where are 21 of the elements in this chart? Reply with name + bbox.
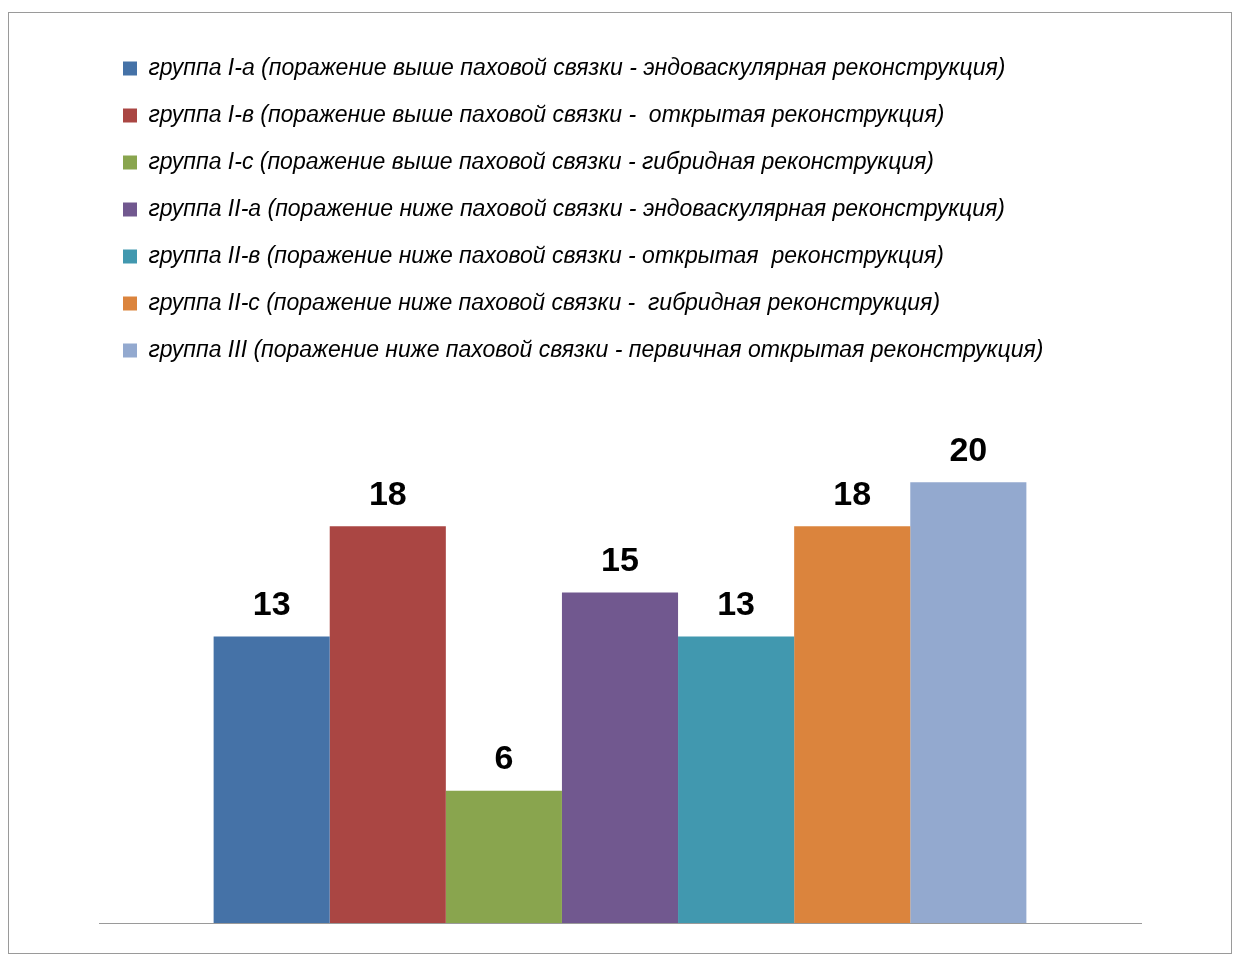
bar (794, 526, 911, 923)
data-label: 13 (252, 583, 291, 622)
data-label: 18 (833, 473, 872, 512)
data-label: 18 (368, 473, 407, 512)
data-label: 20 (949, 429, 988, 468)
data-label: 15 (601, 539, 639, 578)
legend-label: группа I-в (поражение выше паховой связки - открытая реконструкция) (148, 100, 945, 127)
legend-label: группа II-в (поражение ниже паховой связки - открытая реконструкция) (148, 241, 944, 268)
legend-label: группа III (поражение ниже паховой связки - первичная открытая реконструкция) (148, 335, 1044, 362)
bar (910, 482, 1027, 923)
legend-label: группа II-а (поражение ниже паховой связки - эндоваскулярная реконструкция) (148, 194, 1006, 221)
legend-label: группа I-с (поражение выше паховой связки - гибридная реконструкция) (148, 147, 935, 174)
bar (678, 636, 795, 923)
legend-label: группа II-с (поражение ниже паховой связки - гибридная реконструкция) (148, 288, 941, 315)
legend-label: группа I-а (поражение выше паховой связки - эндоваскулярная реконструкция) (148, 53, 1006, 80)
data-label: 6 (494, 738, 514, 777)
bar (329, 526, 446, 923)
bar (213, 636, 330, 923)
bar (445, 790, 562, 923)
data-label: 13 (717, 583, 756, 622)
bar (561, 592, 679, 923)
